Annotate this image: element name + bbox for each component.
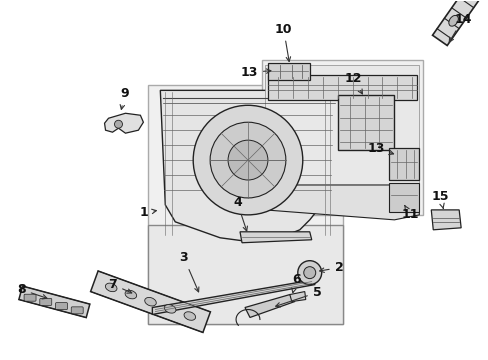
Polygon shape	[244, 294, 294, 318]
Circle shape	[297, 261, 321, 285]
FancyBboxPatch shape	[71, 307, 83, 314]
FancyBboxPatch shape	[148, 85, 342, 324]
Ellipse shape	[183, 312, 195, 320]
Circle shape	[193, 105, 302, 215]
Text: 13: 13	[366, 141, 393, 155]
Ellipse shape	[125, 290, 136, 299]
Text: 7: 7	[108, 278, 131, 293]
Text: 6: 6	[291, 273, 300, 293]
FancyBboxPatch shape	[148, 225, 342, 324]
Polygon shape	[264, 185, 419, 220]
Polygon shape	[90, 271, 210, 332]
Text: 3: 3	[179, 251, 199, 292]
Polygon shape	[267, 63, 309, 80]
Polygon shape	[160, 90, 334, 242]
Polygon shape	[104, 113, 143, 133]
Text: 9: 9	[120, 87, 129, 109]
FancyBboxPatch shape	[56, 303, 67, 310]
Circle shape	[227, 140, 267, 180]
Text: 15: 15	[430, 190, 448, 208]
FancyBboxPatch shape	[262, 60, 423, 215]
Text: 12: 12	[344, 72, 362, 94]
Text: 10: 10	[274, 23, 292, 62]
Ellipse shape	[144, 297, 156, 306]
Ellipse shape	[164, 305, 176, 313]
Ellipse shape	[448, 15, 457, 26]
Text: 1: 1	[140, 206, 156, 219]
Text: 4: 4	[233, 197, 247, 231]
FancyBboxPatch shape	[24, 294, 36, 301]
Text: 2: 2	[319, 261, 343, 274]
Circle shape	[114, 120, 122, 128]
Polygon shape	[240, 232, 311, 243]
Polygon shape	[337, 95, 394, 150]
Circle shape	[210, 122, 285, 198]
Polygon shape	[289, 292, 305, 302]
Ellipse shape	[105, 283, 117, 292]
Circle shape	[303, 267, 315, 279]
Polygon shape	[264, 66, 419, 185]
Polygon shape	[19, 286, 90, 318]
Text: 11: 11	[401, 206, 418, 221]
Polygon shape	[388, 148, 419, 180]
Polygon shape	[388, 183, 419, 212]
FancyBboxPatch shape	[40, 298, 52, 305]
Text: 8: 8	[17, 283, 47, 299]
Polygon shape	[267, 75, 416, 100]
Text: 14: 14	[448, 13, 471, 42]
Polygon shape	[430, 210, 460, 230]
Text: 5: 5	[275, 286, 321, 307]
Polygon shape	[152, 280, 314, 315]
Polygon shape	[432, 0, 488, 45]
Text: 13: 13	[240, 66, 270, 79]
